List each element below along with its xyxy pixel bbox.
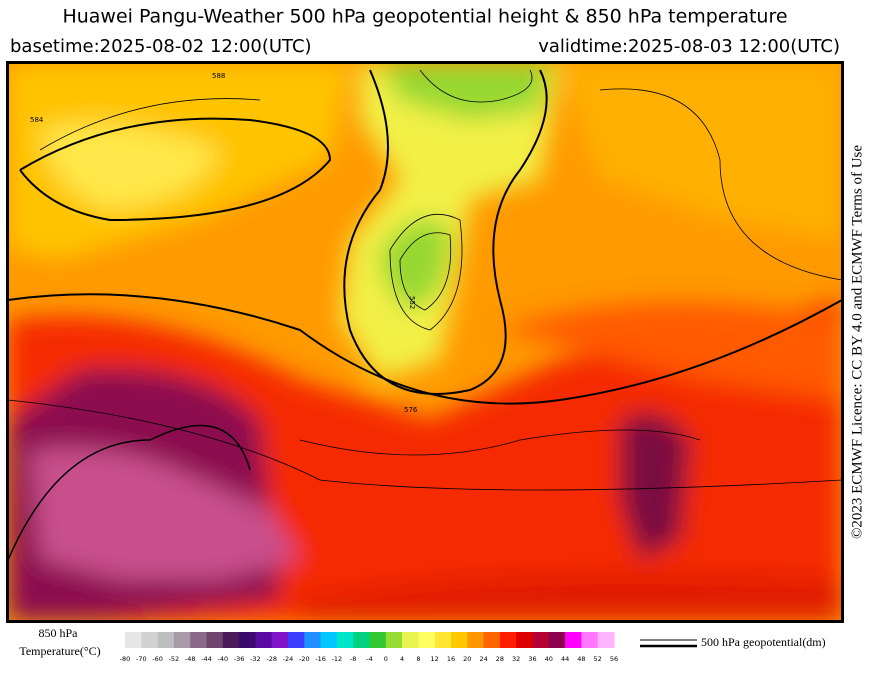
colorbar-tick-label: 0	[384, 655, 388, 663]
colorbar-swatch	[532, 632, 550, 648]
basetime: basetime:2025-08-02 12:00(UTC)	[10, 36, 312, 57]
colorbar-swatch	[418, 632, 436, 648]
contour-label: 588	[212, 72, 225, 80]
colorbar-title: Temperature(°C)	[19, 644, 100, 658]
colorbar-tick-label: 12	[431, 655, 439, 663]
colorbar-swatch	[353, 632, 370, 648]
colorbar-swatch	[255, 632, 273, 648]
colorbar-swatch	[402, 632, 419, 648]
colorbar-swatch	[206, 632, 224, 648]
colorbar-tick-label: -36	[234, 655, 245, 663]
colorbar-swatch	[304, 632, 322, 648]
colorbar-swatch	[369, 632, 387, 648]
colorbar-swatch	[385, 632, 403, 648]
colorbar-tick-label: -32	[250, 655, 261, 663]
colorbar-swatch	[597, 632, 615, 648]
colorbar-tick-label: -16	[315, 655, 326, 663]
colorbar-tick-label: 56	[610, 655, 618, 663]
colorbar-swatch	[173, 632, 191, 648]
colorbar-swatch	[565, 632, 582, 648]
colorbar-tick-label: -20	[299, 655, 310, 663]
colorbar-tick-label: -70	[136, 655, 147, 663]
colorbar-title: 850 hPa	[39, 626, 79, 640]
colorbar-swatch	[451, 632, 468, 648]
contours	[8, 69, 842, 561]
map: 552 576 584 588	[8, 63, 842, 621]
legend-label: 500 hPa geopotential(dm)	[701, 635, 826, 649]
colorbar-swatch	[581, 632, 599, 648]
colorbar-tick-label: 16	[447, 655, 455, 663]
colorbar-tick-label: -60	[152, 655, 163, 663]
colorbar-tick-label: 24	[479, 655, 487, 663]
colorbar-tick-label: -12	[332, 655, 343, 663]
credit: ©2023 ECMWF Licence: CC BY 4.0 and ECMWF…	[849, 145, 865, 539]
colorbar-tick-label: 52	[594, 655, 602, 663]
colorbar-swatch	[516, 632, 533, 648]
colorbar-swatch	[125, 632, 142, 648]
colorbar-swatch	[157, 632, 175, 648]
colorbar-tick-label: 8	[416, 655, 420, 663]
colorbar-swatch	[467, 632, 485, 648]
title: Huawei Pangu-Weather 500 hPa geopotentia…	[62, 6, 787, 28]
contour-labels: 552 576 584 588	[30, 72, 418, 414]
colorbar-tick-label: -52	[169, 655, 180, 663]
contour-label: 584	[30, 116, 44, 124]
colorbar-tick-label: -28	[266, 655, 277, 663]
colorbar-tick-label: -8	[350, 655, 356, 663]
colorbar-tick-label: -24	[283, 655, 294, 663]
colorbar-tick-label: 4	[400, 655, 404, 663]
colorbar-tick-label: -44	[201, 655, 212, 663]
colorbar-swatch	[190, 632, 207, 648]
validtime: validtime:2025-08-03 12:00(UTC)	[538, 36, 840, 57]
colorbar-swatch	[483, 632, 501, 648]
map-frame	[6, 61, 844, 623]
colorbar-swatch	[548, 632, 566, 648]
colorbar-swatch	[141, 632, 159, 648]
colorbar-tick-label: -4	[366, 655, 372, 663]
colorbar-tick-label: -40	[217, 655, 228, 663]
colorbar-swatch	[288, 632, 305, 648]
colorbar-swatch	[222, 632, 240, 648]
colorbar-tick-label: 48	[577, 655, 585, 663]
contour-label: 552	[408, 296, 416, 309]
colorbar-tick-label: 32	[512, 655, 520, 663]
colorbar-swatch	[434, 632, 452, 648]
colorbar-tick-label: 28	[496, 655, 504, 663]
colorbar-tick-label: 44	[561, 655, 569, 663]
colorbar-swatch	[499, 632, 517, 648]
colorbar-tick-label: 40	[545, 655, 553, 663]
colorbar-tick-label: -80	[120, 655, 131, 663]
colorbar-tick-label: -48	[185, 655, 196, 663]
colorbar-swatch	[336, 632, 354, 648]
colorbar: -80 -70 -60 -52 -48 -44 -40 -36 -32 -28 -24 -20 -16-…	[120, 632, 618, 663]
colorbar-tick-label: 36	[528, 655, 536, 663]
colorbar-tick-label: 20	[463, 655, 471, 663]
colorbar-swatch	[271, 632, 289, 648]
contour-label: 576	[404, 406, 418, 414]
colorbar-swatch	[320, 632, 338, 648]
colorbar-swatch	[239, 632, 256, 648]
